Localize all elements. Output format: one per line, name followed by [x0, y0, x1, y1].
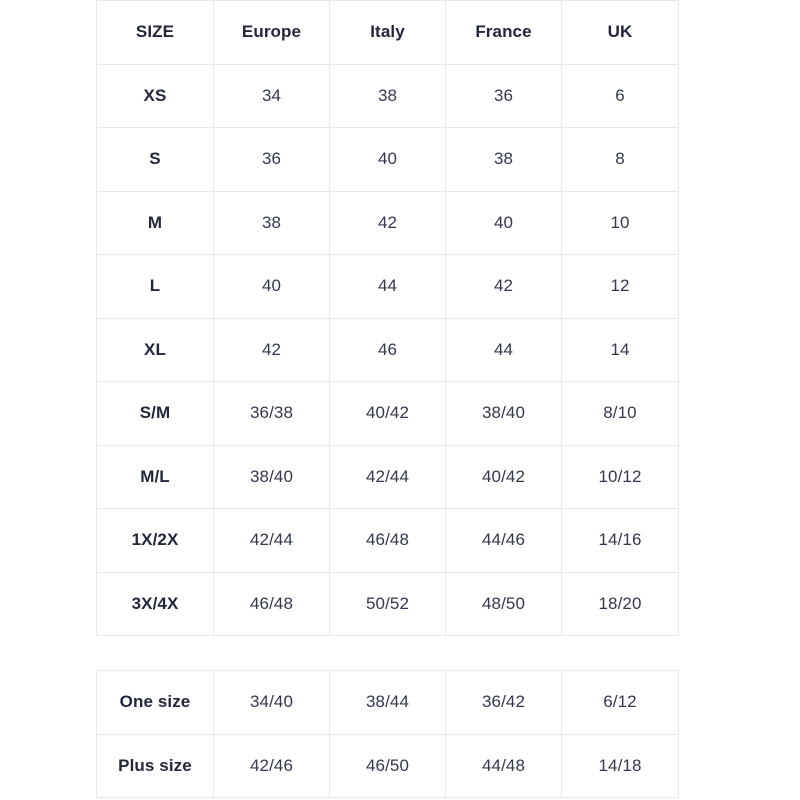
cell-france: 48/50 — [445, 571, 562, 636]
cell-europe: 38 — [213, 190, 330, 255]
cell-italy: 46/48 — [329, 508, 446, 573]
table-row: S/M 36/38 40/42 38/40 8/10 — [96, 381, 679, 446]
row-label: 3X/4X — [96, 571, 214, 636]
cell-uk: 8 — [561, 127, 679, 192]
cell-italy: 42 — [329, 190, 446, 255]
row-label: M — [96, 190, 214, 255]
cell-europe: 34 — [213, 63, 330, 128]
cell-france: 38/40 — [445, 381, 562, 446]
cell-france: 44/48 — [445, 733, 562, 798]
cell-italy: 46/50 — [329, 733, 446, 798]
cell-europe: 38/40 — [213, 444, 330, 509]
cell-europe: 40 — [213, 254, 330, 319]
row-label: 1X/2X — [96, 508, 214, 573]
table-row: 1X/2X 42/44 46/48 44/46 14/16 — [96, 508, 679, 573]
size-chart-sheet: SIZE Europe Italy France UK XS 34 38 36 … — [96, 0, 679, 798]
row-label: S/M — [96, 381, 214, 446]
size-conversion-table: SIZE Europe Italy France UK XS 34 38 36 … — [96, 0, 679, 636]
cell-france: 40/42 — [445, 444, 562, 509]
cell-uk: 6/12 — [561, 670, 679, 735]
row-label: XS — [96, 63, 214, 128]
cell-france: 42 — [445, 254, 562, 319]
column-header-uk: UK — [561, 0, 679, 65]
table-separator-gap — [96, 636, 678, 670]
table-row: M/L 38/40 42/44 40/42 10/12 — [96, 444, 679, 509]
cell-france: 44/46 — [445, 508, 562, 573]
cell-italy: 40 — [329, 127, 446, 192]
table-row: 3X/4X 46/48 50/52 48/50 18/20 — [96, 571, 679, 636]
cell-uk: 14 — [561, 317, 679, 382]
cell-uk: 14/16 — [561, 508, 679, 573]
table-row: Plus size 42/46 46/50 44/48 14/18 — [96, 733, 679, 798]
cell-europe: 42/44 — [213, 508, 330, 573]
table-row: M 38 42 40 10 — [96, 190, 679, 255]
column-header-italy: Italy — [329, 0, 446, 65]
cell-france: 44 — [445, 317, 562, 382]
cell-france: 40 — [445, 190, 562, 255]
cell-italy: 38/44 — [329, 670, 446, 735]
cell-uk: 12 — [561, 254, 679, 319]
column-header-europe: Europe — [213, 0, 330, 65]
header-row: SIZE Europe Italy France UK — [96, 0, 679, 65]
table-row: XS 34 38 36 6 — [96, 63, 679, 128]
table-header: SIZE Europe Italy France UK — [96, 0, 679, 65]
column-header-france: France — [445, 0, 562, 65]
table-row: S 36 40 38 8 — [96, 127, 679, 192]
row-label: M/L — [96, 444, 214, 509]
table-row: One size 34/40 38/44 36/42 6/12 — [96, 670, 679, 735]
cell-uk: 14/18 — [561, 733, 679, 798]
cell-italy: 50/52 — [329, 571, 446, 636]
cell-italy: 40/42 — [329, 381, 446, 446]
cell-europe: 42/46 — [213, 733, 330, 798]
row-label: One size — [96, 670, 214, 735]
cell-europe: 46/48 — [213, 571, 330, 636]
cell-france: 36 — [445, 63, 562, 128]
cell-europe: 42 — [213, 317, 330, 382]
cell-uk: 10 — [561, 190, 679, 255]
cell-uk: 10/12 — [561, 444, 679, 509]
row-label: L — [96, 254, 214, 319]
cell-france: 38 — [445, 127, 562, 192]
cell-italy: 44 — [329, 254, 446, 319]
cell-europe: 36/38 — [213, 381, 330, 446]
column-header-size: SIZE — [96, 0, 214, 65]
cell-uk: 6 — [561, 63, 679, 128]
cell-uk: 8/10 — [561, 381, 679, 446]
one-size-plus-size-table: One size 34/40 38/44 36/42 6/12 Plus siz… — [96, 670, 679, 798]
row-label: Plus size — [96, 733, 214, 798]
table-body: XS 34 38 36 6 S 36 40 38 8 M 38 42 40 10 — [96, 63, 679, 636]
cell-europe: 36 — [213, 127, 330, 192]
row-label: XL — [96, 317, 214, 382]
table-row: L 40 44 42 12 — [96, 254, 679, 319]
cell-italy: 46 — [329, 317, 446, 382]
cell-uk: 18/20 — [561, 571, 679, 636]
cell-italy: 42/44 — [329, 444, 446, 509]
cell-europe: 34/40 — [213, 670, 330, 735]
row-label: S — [96, 127, 214, 192]
table-row: XL 42 46 44 14 — [96, 317, 679, 382]
cell-france: 36/42 — [445, 670, 562, 735]
cell-italy: 38 — [329, 63, 446, 128]
secondary-table-body: One size 34/40 38/44 36/42 6/12 Plus siz… — [96, 670, 679, 798]
